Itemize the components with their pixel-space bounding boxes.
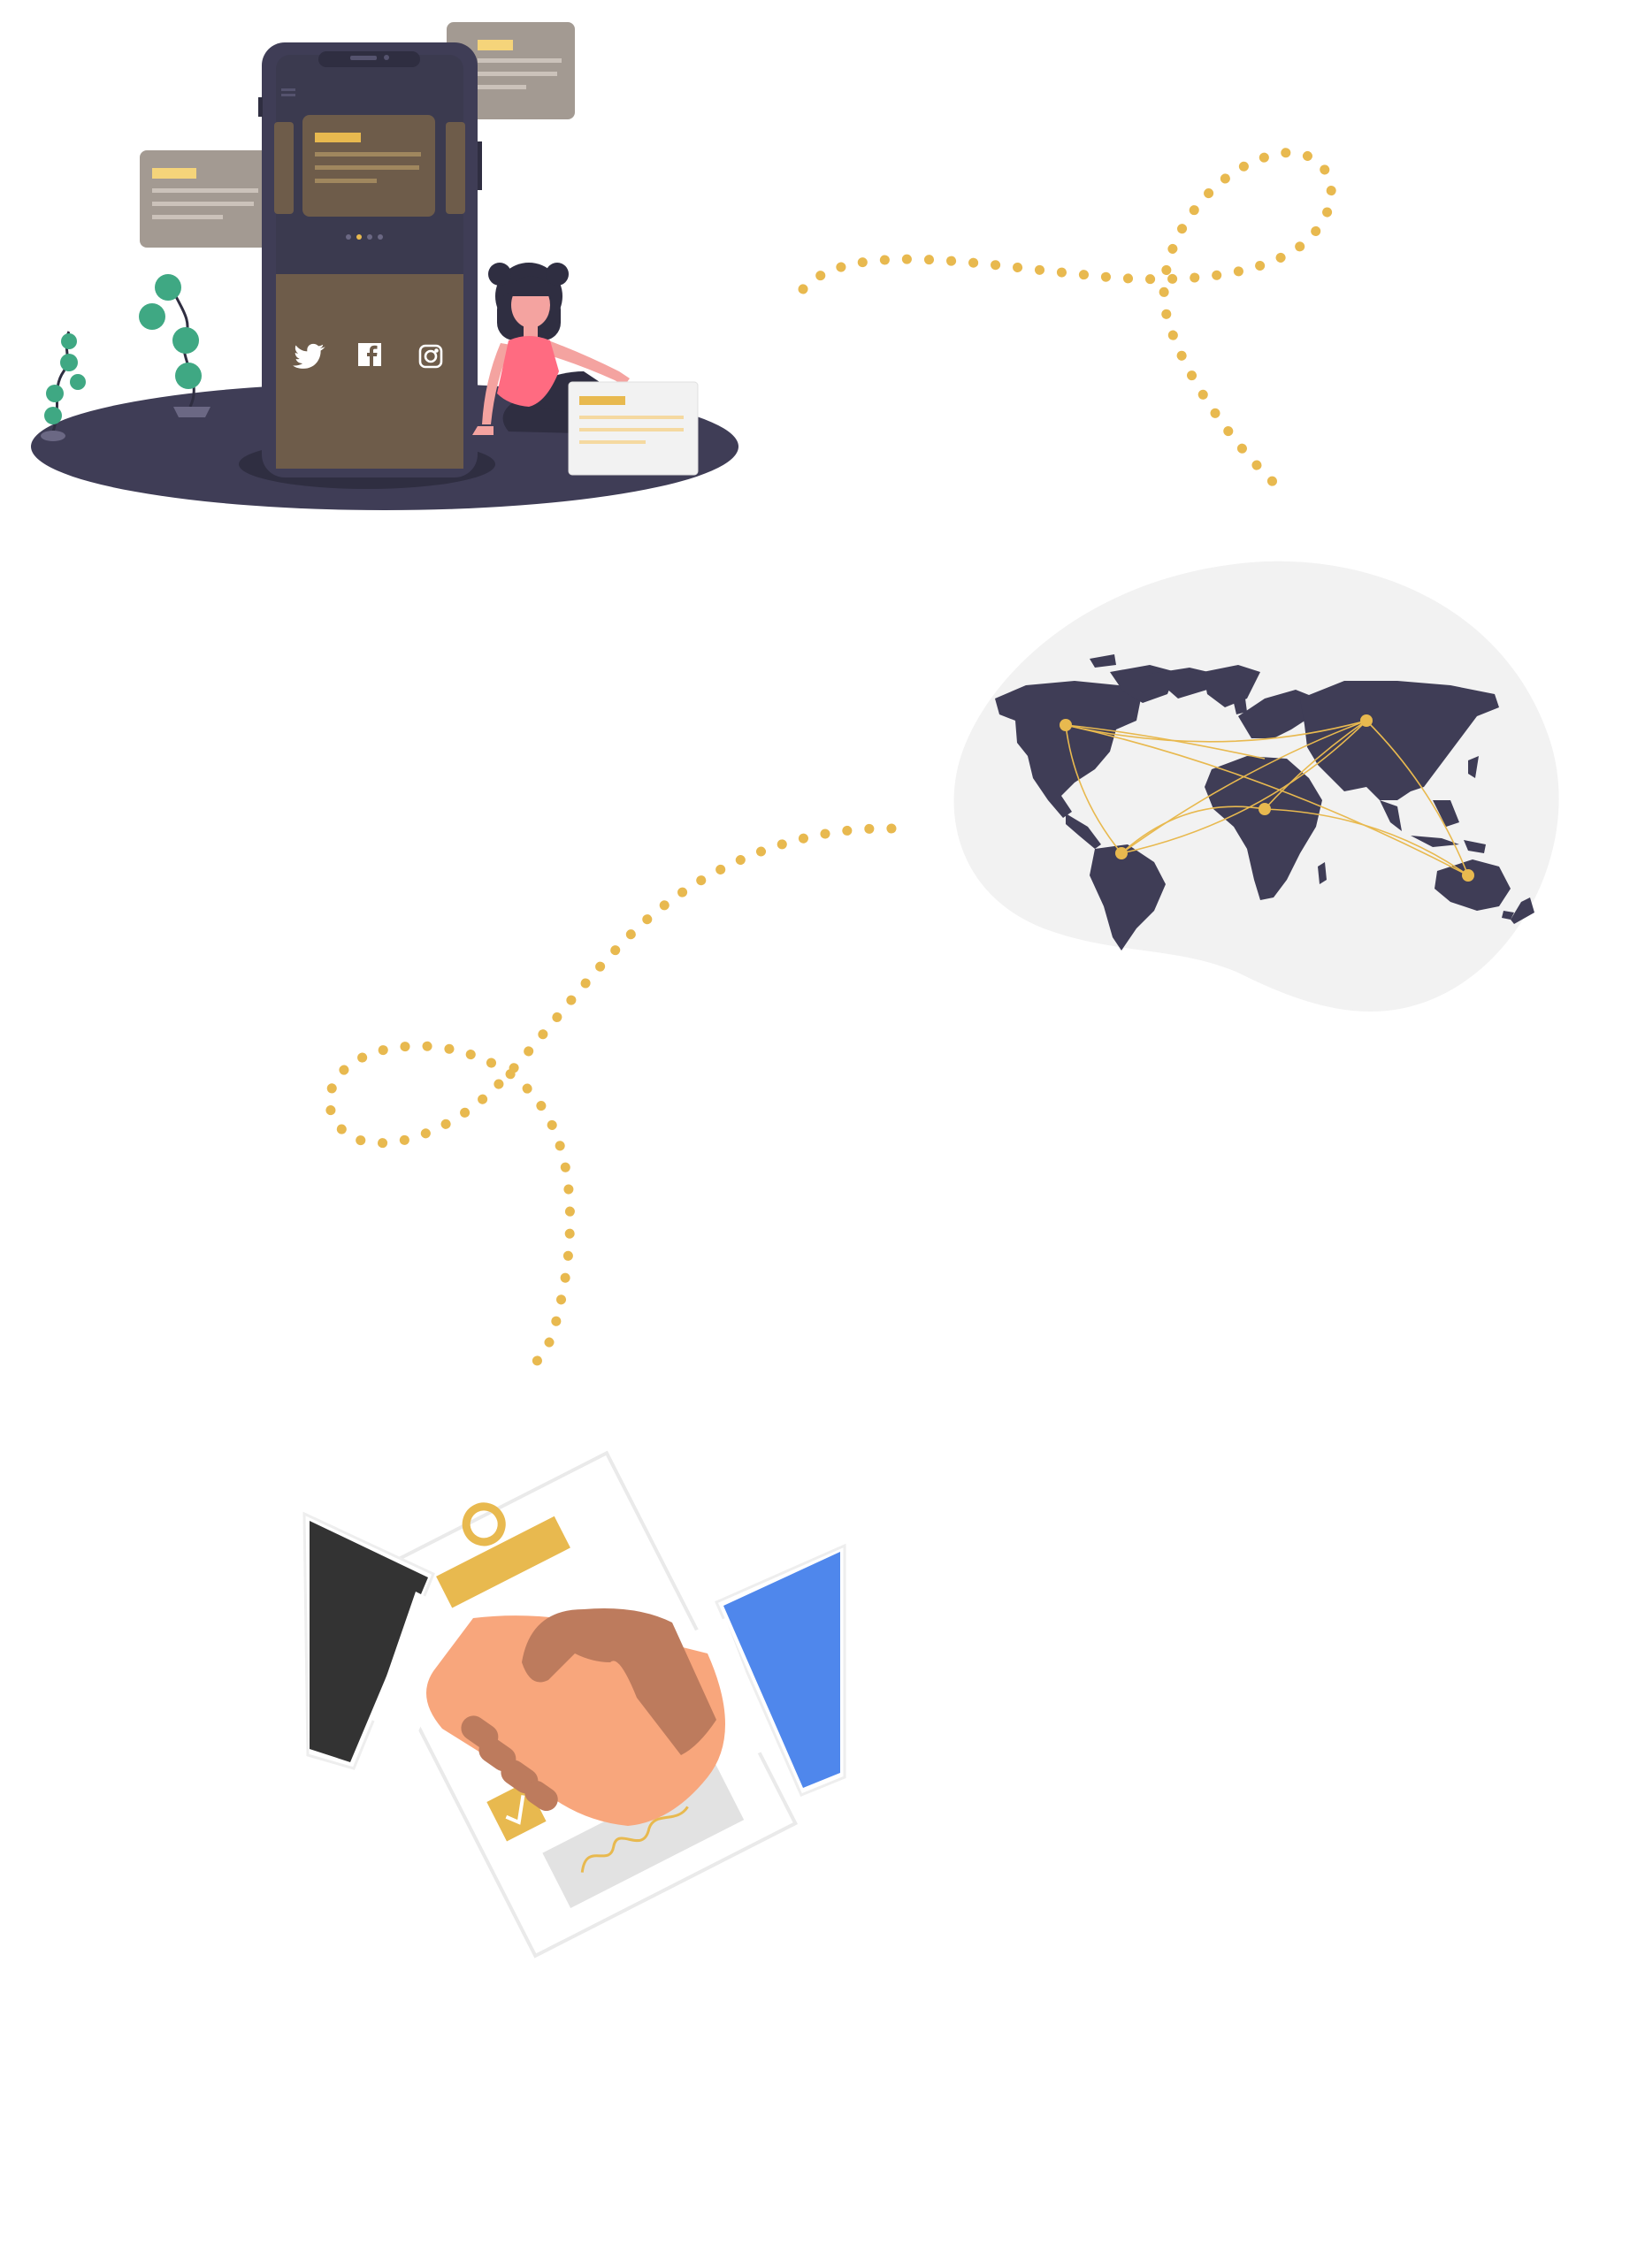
map-location-dots [1060, 714, 1474, 882]
world-continents [995, 654, 1534, 951]
left-sleeve [302, 1511, 469, 1770]
signature-box [542, 1764, 745, 1908]
floating-card-left [140, 150, 271, 248]
smartphone [258, 42, 482, 477]
plant-left-leaves [44, 333, 86, 424]
clipboard-clip [436, 1502, 570, 1608]
floating-card-top-right [447, 22, 575, 119]
instagram-icon [418, 344, 443, 369]
facebook-icon [358, 343, 381, 366]
map-connection-lines [1065, 720, 1469, 876]
right-sleeve [672, 1543, 846, 1797]
handshake-hands [426, 1608, 725, 1826]
document-sheet [568, 381, 699, 476]
twitter-icon [293, 343, 325, 369]
plant-right-leaves [139, 274, 202, 389]
